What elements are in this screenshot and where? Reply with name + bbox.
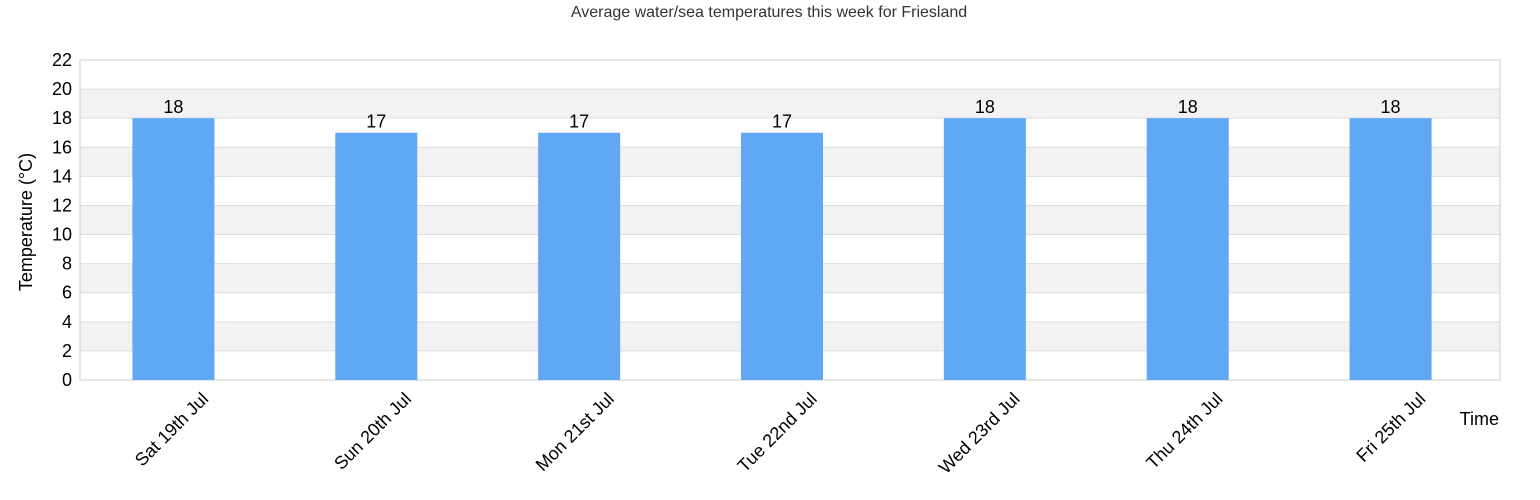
bar (1349, 118, 1432, 380)
data-label: 18 (1178, 97, 1198, 117)
x-tick-label: Thu 24th Jul (1142, 389, 1226, 473)
x-tick-label: Tue 22nd Jul (734, 389, 821, 476)
bar (741, 132, 823, 380)
bar (132, 118, 215, 380)
data-labels: 18 17 17 17 18 18 18 (163, 97, 1400, 132)
y-axis-ticks: 0 2 4 6 8 10 12 14 16 18 20 22 (52, 50, 72, 390)
x-tick-label: Mon 21st Jul (532, 389, 618, 475)
grid-band (80, 89, 1500, 119)
y-tick-label: 20 (52, 79, 72, 99)
y-tick-label: 16 (52, 137, 72, 157)
x-tick-label: Sat 19th Jul (131, 389, 212, 470)
data-label: 18 (1381, 97, 1401, 117)
y-tick-label: 2 (62, 341, 72, 361)
y-axis-label: Temperature (°C) (16, 153, 36, 291)
data-label: 17 (366, 112, 386, 132)
x-axis-label: Time (1460, 409, 1499, 429)
bar (538, 132, 621, 380)
data-label: 18 (163, 97, 183, 117)
y-tick-label: 14 (52, 166, 72, 186)
y-tick-label: 10 (52, 225, 72, 245)
x-tick-label: Sun 20th Jul (330, 389, 415, 474)
x-axis-ticks: Sat 19th Jul Sun 20th Jul Mon 21st Jul Tue … (131, 389, 1430, 478)
chart-title: Average water/sea temperatures this week… (571, 4, 967, 21)
y-tick-label: 6 (62, 283, 72, 303)
bar (1146, 118, 1229, 380)
bar-series (132, 118, 1432, 380)
bar (943, 118, 1026, 380)
y-tick-label: 18 (52, 108, 72, 128)
x-tick-label: Fri 25th Jul (1352, 389, 1429, 466)
y-tick-label: 4 (62, 312, 72, 332)
data-label: 18 (975, 97, 995, 117)
x-tick-label: Wed 23rd Jul (935, 389, 1024, 478)
y-tick-label: 22 (52, 50, 72, 70)
y-tick-label: 8 (62, 254, 72, 274)
y-tick-label: 12 (52, 195, 72, 215)
data-label: 17 (569, 112, 589, 132)
data-label: 17 (772, 112, 792, 132)
y-tick-label: 0 (62, 370, 72, 390)
bar (335, 132, 418, 380)
